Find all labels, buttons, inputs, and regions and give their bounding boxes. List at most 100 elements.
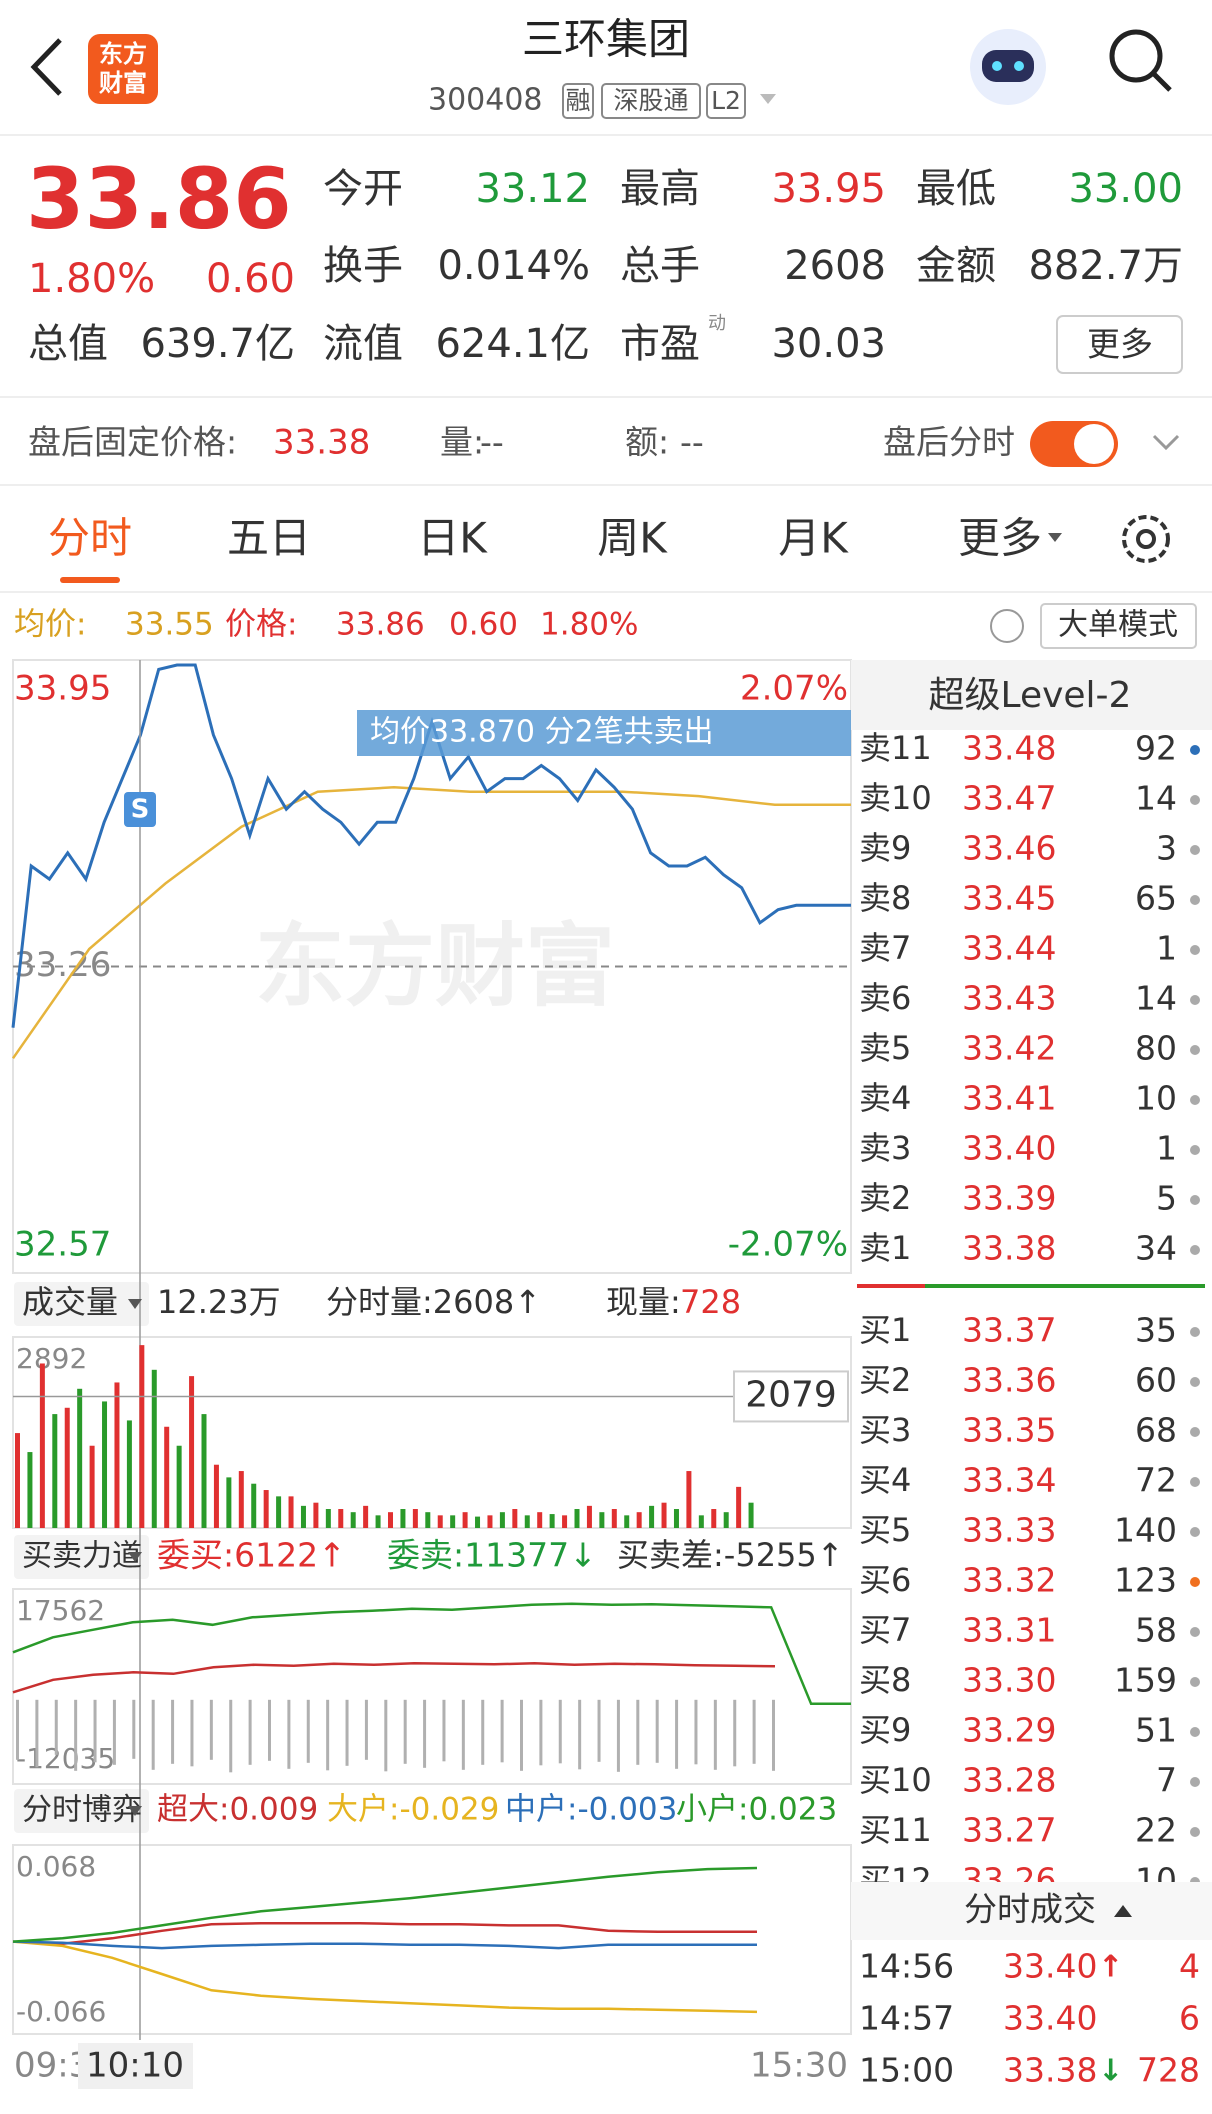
book-qty: 92	[1135, 729, 1177, 768]
book-header-bg	[851, 660, 1212, 730]
volume-bar	[238, 1471, 244, 1528]
tab[interactable]: 日K	[417, 514, 488, 563]
search-icon[interactable]	[1109, 29, 1172, 92]
volume-bar	[487, 1515, 493, 1528]
help-icon[interactable]	[990, 609, 1024, 643]
book-price: 33.35	[962, 1411, 1056, 1450]
book-qty: 1	[1156, 929, 1177, 968]
volume-bar	[338, 1509, 344, 1528]
field-value: 0.014%	[437, 243, 590, 289]
dropdown-arrow[interactable]	[760, 94, 776, 104]
pct-label: -2.07%	[728, 1225, 848, 1265]
logo-text: 东方	[99, 40, 147, 68]
label: 33.86	[336, 607, 425, 643]
power-bar	[306, 1699, 310, 1763]
after-hours-price: 33.38	[273, 423, 370, 463]
selector-bg[interactable]	[14, 1789, 149, 1833]
power-bar	[171, 1699, 175, 1764]
y-tick-label: 33.26	[14, 945, 111, 985]
game-line	[12, 1921, 757, 1945]
badge-text: 融	[565, 86, 590, 115]
book-dot	[1190, 1477, 1200, 1487]
label: 12.23万	[157, 1283, 281, 1321]
selector-bg[interactable]	[14, 1282, 149, 1326]
volume-bar	[599, 1512, 605, 1528]
sell-marker-text: S	[131, 795, 150, 825]
book-name: 买10	[859, 1761, 932, 1799]
volume-bar	[636, 1512, 642, 1528]
power-bar	[16, 1699, 19, 1760]
book-qty: 34	[1135, 1229, 1177, 1268]
volume-bar	[711, 1509, 717, 1528]
selector-bg[interactable]	[14, 1535, 149, 1579]
back-button[interactable]	[30, 38, 62, 96]
trades-header-bg	[851, 1882, 1212, 1940]
label: 量:	[440, 423, 484, 462]
book-price: 33.31	[962, 1611, 1056, 1650]
volume-bar	[263, 1490, 269, 1528]
label: 728	[680, 1283, 741, 1321]
legend-entry: 中户:-0.003	[505, 1792, 677, 1828]
book-title: 超级Level-2	[929, 675, 1132, 716]
tab[interactable]: 月K	[778, 514, 849, 563]
sort-arrow	[1114, 1905, 1132, 1917]
trade-qty: 6	[1179, 1999, 1200, 2038]
power-bar	[54, 1699, 58, 1755]
book-dot	[1190, 1877, 1200, 1882]
book-qty: 159	[1114, 1661, 1177, 1700]
volume-bar	[151, 1369, 157, 1528]
more-button[interactable]	[1056, 315, 1183, 374]
logo-text: 财富	[99, 69, 147, 97]
trade-price: 33.40	[1003, 1999, 1097, 2038]
tab[interactable]: 五日	[227, 514, 311, 563]
buy-line	[12, 1662, 776, 1694]
volume-bar	[77, 1388, 83, 1528]
book-name: 买3	[859, 1411, 911, 1449]
badge-text: L2	[711, 86, 741, 115]
tab[interactable]: 更多	[958, 514, 1042, 563]
label: --	[480, 423, 504, 462]
volume-bar	[189, 1376, 195, 1528]
mode-button-text: 大单模式	[1058, 608, 1178, 643]
book-name: 卖2	[859, 1179, 911, 1217]
volume-bar	[611, 1509, 617, 1528]
change: 0.60	[206, 256, 295, 302]
title: 三环集团	[522, 15, 690, 64]
book-dot	[1190, 1677, 1200, 1687]
book-qty: 65	[1135, 879, 1177, 918]
power-bar	[752, 1699, 756, 1764]
volume-bar	[388, 1512, 393, 1528]
legend-entry: 大户:-0.029	[327, 1792, 499, 1828]
settings-icon[interactable]	[1122, 515, 1170, 563]
time-box	[78, 2043, 193, 2089]
book-price: 33.36	[962, 1361, 1056, 1400]
expand-icon[interactable]	[1152, 434, 1180, 451]
book-qty: 35	[1135, 1311, 1177, 1350]
book-dot	[1190, 1527, 1200, 1537]
book-price: 33.40	[962, 1129, 1056, 1168]
power-bar	[694, 1699, 698, 1765]
trade-arrow: ↑	[1098, 1950, 1123, 1985]
power-bar	[190, 1699, 194, 1767]
badge	[706, 83, 746, 119]
book-dot	[1190, 995, 1200, 1005]
volume-bar	[562, 1515, 568, 1528]
volume-bar	[586, 1505, 592, 1528]
power-bar	[403, 1699, 407, 1764]
toggle-knob	[1074, 424, 1114, 464]
volume-bar	[15, 1433, 20, 1528]
robot-icon[interactable]	[970, 29, 1046, 105]
book-price: 33.30	[962, 1661, 1056, 1700]
book-price: 33.47	[962, 779, 1056, 818]
book-name: 买7	[859, 1611, 911, 1649]
tab[interactable]: 分时	[48, 514, 132, 563]
volume-bar	[52, 1414, 58, 1528]
y-tick-label: -0.066	[16, 1995, 106, 2028]
trade-time: 14:56	[859, 1947, 954, 1986]
volume-bar	[499, 1512, 505, 1528]
mode-button[interactable]	[1040, 603, 1197, 649]
label: 委卖:11377↓	[387, 1536, 597, 1575]
badge-text: 深股通	[613, 86, 688, 115]
book-qty: 5	[1156, 1179, 1177, 1218]
tab[interactable]: 周K	[597, 514, 668, 563]
